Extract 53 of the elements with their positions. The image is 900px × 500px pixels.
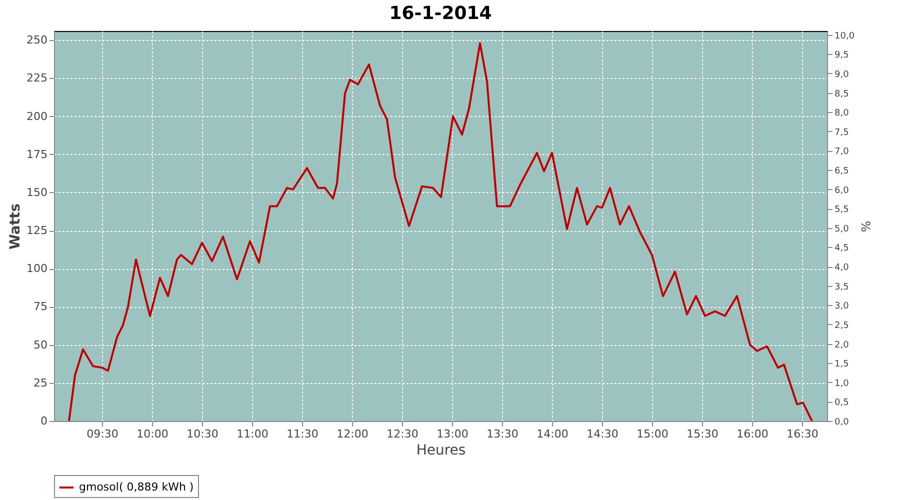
y2-tick-label: 7,0: [834, 147, 850, 158]
x-tick-label: 13:00: [436, 428, 468, 440]
y2-tick-label: 8,5: [834, 89, 849, 100]
y2-tick-label: 5,5: [834, 205, 849, 216]
y2-tick-label: 6,5: [834, 166, 849, 177]
y-tick-label: 100: [26, 262, 48, 276]
x-tick-label: 16:30: [786, 428, 818, 440]
y2-tick-label: 4,0: [834, 263, 850, 274]
x-tick-label: 10:00: [136, 428, 168, 440]
y-tick-label: 250: [26, 34, 48, 47]
line-series: [68, 42, 813, 421]
x-axis-title: Heures: [416, 442, 466, 458]
x-tick-label: 15:30: [686, 428, 718, 440]
y-tick-label: 25: [34, 376, 48, 390]
x-tick-label: 12:30: [386, 428, 418, 440]
y2-tick-label: 9,0: [834, 70, 850, 80]
x-tick-label: 12:00: [336, 428, 368, 440]
y2-axis-title: %: [858, 220, 873, 232]
y2-tick-label: 0,0: [834, 418, 850, 428]
y-tick-label: 150: [26, 186, 48, 199]
y2-tick-label: 2,5: [834, 320, 849, 331]
y2-tick-label: 3,5: [834, 282, 849, 292]
x-tick-label: 13:30: [486, 428, 518, 440]
y2-tick-label: 7,5: [834, 128, 849, 138]
x-tick-label: 10:30: [186, 428, 218, 440]
y-tick-label: 200: [26, 110, 48, 123]
y2-tick-label: 6,0: [834, 186, 850, 196]
x-tick-label: 09:30: [86, 428, 118, 440]
x-tick-label: 14:30: [586, 428, 618, 440]
x-tick-label: 11:00: [236, 428, 268, 440]
y-tick-label: 175: [26, 148, 48, 161]
y2-tick-label: 2,0: [834, 340, 850, 350]
x-tick-label: 15:00: [636, 428, 668, 440]
y-tick-label: 225: [26, 72, 48, 85]
legend-label: gmosol( 0,889 kWh ): [79, 480, 194, 494]
y2-tick-label: 9,5: [834, 50, 849, 61]
x-tick-label: 14:00: [536, 428, 568, 440]
y2-tick-label: 8,0: [834, 108, 850, 119]
y-axis-title: Watts: [8, 203, 24, 250]
y2-tick-label: 10,0: [834, 31, 855, 42]
y2-tick-label: 1,5: [834, 360, 849, 370]
x-tick-label: 16:00: [736, 428, 768, 440]
x-tick-label: 11:30: [286, 428, 318, 440]
y2-tick-label: 3,0: [834, 302, 850, 312]
y2-tick-label: 5,0: [834, 224, 850, 234]
y-tick-label: 125: [26, 224, 48, 238]
y-tick-label: 0: [40, 414, 48, 428]
y-tick-label: 50: [34, 338, 48, 352]
y2-tick-label: 1,0: [834, 378, 850, 389]
y2-tick-label: 4,5: [834, 244, 849, 254]
y-tick-label: 75: [34, 300, 48, 314]
chart-title: 16-1-2014: [389, 2, 492, 24]
y2-tick-label: 0,5: [834, 398, 849, 408]
